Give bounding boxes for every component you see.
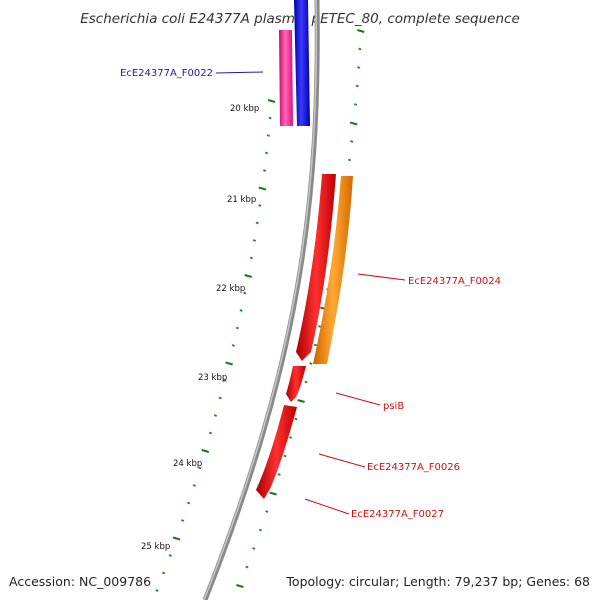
scale-label-24kbp: 24 kbp [173,459,202,469]
outer-ring-tick-28 [252,547,256,550]
outer-ring-tick-27 [258,528,263,532]
inner-ring-tick-8 [252,239,257,242]
gene-label-psib[interactable]: psiB [383,401,404,412]
inner-ring-tick-17 [218,396,222,400]
inner-ring-tick-28 [155,589,159,592]
inner-ring-tick-7 [255,221,259,225]
inner-ring-tick-18 [213,414,218,417]
scale-label-20kbp: 20 kbp [230,104,259,114]
inner-ring-tick-0 [267,99,276,103]
gene-label-f0027[interactable]: EcE24377A_F0027 [351,509,444,520]
outer-ring-tick-21 [294,417,298,421]
leader-line-f0027 [304,498,350,515]
outer-ring-tick-18 [309,362,313,365]
outer-ring-tick-20 [297,399,305,403]
outer-ring-tick-6 [350,140,354,143]
plasmid-backbone [202,0,320,600]
gene-psib[interactable] [286,366,306,402]
outer-ring-tick-4 [353,103,358,106]
scale-label-23kbp: 23 kbp [198,373,227,383]
inner-ring-tick-9 [249,256,253,260]
leader-line-f0024 [357,273,406,281]
gene-ece24377a-f0022[interactable] [294,0,310,126]
inner-ring-tick-13 [235,326,239,330]
summary-text: Topology: circular; Length: 79,237 bp; G… [285,574,590,589]
outer-ring-tick-30 [236,584,244,588]
gene-label-f0022[interactable]: EcE24377A_F0022 [120,68,213,79]
inner-ring-tick-20 [201,449,210,453]
inner-ring-tick-15 [225,361,233,366]
inner-ring-tick-19 [208,431,213,435]
scale-label-25kbp: 25 kbp [141,542,170,552]
outer-ring-tick-19 [304,380,308,384]
accession-text: Accession: NC_009786 [9,574,151,589]
inner-ring-tick-26 [168,554,172,557]
inner-ring-tick-27 [162,571,166,575]
inner-ring-tick-6 [258,204,262,207]
inner-ring-tick-22 [192,484,196,487]
feature-pink[interactable] [279,30,293,126]
inner-ring-tick-21 [198,466,202,470]
leader-line-f0022 [215,71,264,74]
outer-ring-tick-3 [355,84,359,88]
plasmid-backbone-highlight [203,0,318,600]
gene-label-f0026[interactable]: EcE24377A_F0026 [367,462,460,473]
inner-ring-tick-10 [244,274,252,278]
inner-ring-tick-1 [268,116,272,120]
outer-ring-tick-0 [357,29,365,33]
outer-ring-tick-1 [358,47,362,51]
inner-ring-tick-16 [223,379,227,382]
outer-ring-tick-26 [265,510,269,513]
outer-ring-tick-25 [269,491,277,496]
scale-label-22kbp: 22 kbp [216,284,245,294]
inner-ring-tick-5 [258,186,267,191]
gene-ece24377a-f0024[interactable] [296,174,336,361]
inner-ring-tick-2 [266,134,270,137]
leader-line-f0026 [318,453,366,468]
outer-ring-tick-2 [357,66,361,69]
outer-ring-tick-29 [245,565,249,569]
inner-ring-tick-24 [181,519,185,522]
outer-ring-tick-5 [349,121,358,126]
inner-ring-tick-12 [239,309,243,312]
outer-ring-tick-7 [347,158,352,162]
outer-ring-tick-22 [288,436,293,439]
inner-ring-tick-23 [187,501,191,505]
outer-ring-tick-17 [313,343,318,347]
outer-ring-tick-23 [283,454,287,458]
inner-ring-tick-14 [231,344,235,347]
leader-line-psib [335,392,381,406]
feature-orange[interactable] [313,176,353,364]
inner-ring-tick-3 [264,151,269,155]
inner-ring-tick-4 [262,169,267,172]
inner-ring-tick-11 [243,291,247,295]
gene-ece24377a-f0026[interactable] [256,405,297,499]
outer-ring-tick-16 [318,325,322,328]
outer-ring-tick-24 [277,473,281,476]
scale-label-21kbp: 21 kbp [227,195,256,205]
inner-ring-tick-25 [172,536,181,541]
gene-label-f0024[interactable]: EcE24377A_F0024 [408,276,501,287]
